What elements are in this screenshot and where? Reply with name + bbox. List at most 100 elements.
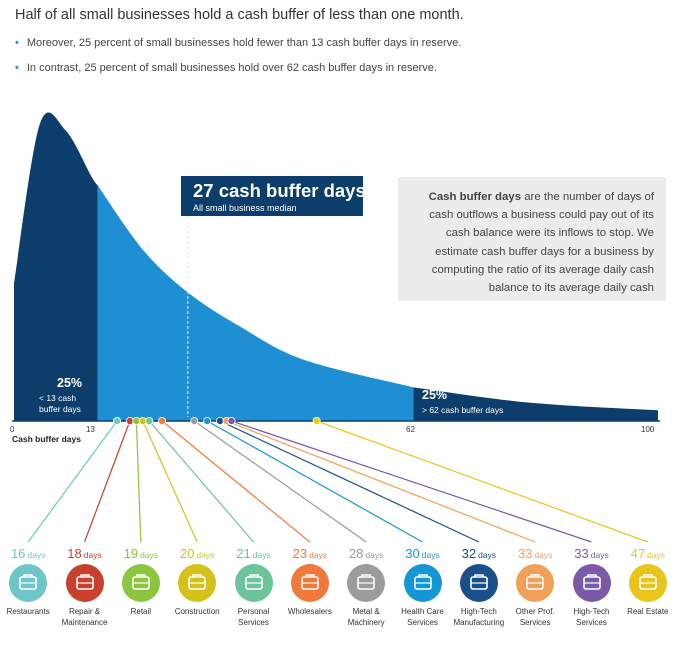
bullet-dot: •	[15, 37, 19, 49]
industry-item: 19 days Retail	[112, 546, 170, 618]
industry-days-unit: days	[365, 550, 384, 560]
caduceus-icon	[403, 564, 442, 602]
industry-days-value: 19	[123, 546, 139, 561]
high-quartile-percent: 25%	[422, 388, 448, 402]
industry-item: 32 days High-Tech Manufacturing	[450, 546, 508, 628]
industry-connector-line	[148, 420, 254, 543]
industry-days: 33 days	[506, 546, 564, 561]
industry-days-unit: days	[309, 550, 328, 560]
industry-axis-markers	[113, 416, 321, 425]
shopping-bag-icon	[121, 564, 160, 602]
middle-distribution-area	[97, 185, 414, 421]
median-callout: 27 cash buffer days All small business m…	[181, 176, 366, 216]
industry-days-value: 18	[67, 546, 82, 561]
industry-days-unit: days	[252, 550, 271, 560]
industry-connector-line	[206, 420, 423, 543]
industry-axis-dot	[113, 416, 122, 425]
industry-days-value: 33	[574, 546, 589, 561]
industry-name: Personal Services	[237, 607, 270, 627]
industry-days: 28 days	[337, 546, 395, 561]
low-quartile-label: < 13 cash buffer days	[39, 393, 81, 414]
industry-name: Construction	[174, 607, 220, 616]
industry-days: 23 days	[281, 546, 339, 561]
industry-name: Other Prof. Services	[515, 607, 555, 627]
industry-item: 16 days Restaurants	[0, 546, 57, 618]
industry-connector-line	[231, 420, 592, 543]
industry-item: 21 days Personal Services	[225, 546, 283, 628]
industry-days-value: 47	[630, 546, 646, 561]
industry-name: Real Estate	[627, 607, 669, 616]
x-axis-title: Cash buffer days	[12, 434, 81, 444]
top-quartile-area	[413, 387, 658, 421]
gears-icon	[347, 564, 386, 602]
industry-connector-line	[27, 420, 118, 543]
x-tick-label: 0	[10, 425, 15, 434]
industry-days-unit: days	[534, 550, 553, 560]
industry-item: 30 days Health Care Services	[394, 546, 452, 628]
definition-text: Cash buffer days are the number of days …	[404, 188, 654, 297]
bullet-point: • In contrast, 25 percent of small busine…	[15, 62, 437, 74]
industry-name: High-Tech Services	[573, 607, 610, 627]
industry-days: 30 days	[394, 546, 452, 561]
bullet-point: • Moreover, 25 percent of small businesse…	[15, 37, 461, 49]
industry-days-unit: days	[196, 550, 215, 560]
industry-name: Retail	[130, 607, 152, 616]
briefcase-icon	[516, 564, 555, 602]
industry-days-value: 30	[405, 546, 420, 561]
industry-days-value: 32	[461, 546, 477, 561]
industry-name: Wholesalers	[287, 607, 332, 616]
house-sign-icon	[628, 564, 667, 602]
industry-axis-dot	[227, 416, 236, 425]
industry-item: 20 days Construction	[168, 546, 226, 618]
definition-term: Cash buffer days	[428, 191, 522, 203]
industry-name: Health Care Services	[401, 607, 444, 627]
x-tick-label: 62	[406, 425, 415, 434]
industry-item: 33 days High-Tech Services	[563, 546, 621, 628]
bullet-text: In contrast, 25 percent of small busines…	[26, 62, 437, 74]
industry-connector-line	[193, 420, 367, 543]
industry-days-value: 21	[236, 546, 251, 561]
industry-connector-line	[142, 420, 198, 543]
hanger-icon	[234, 564, 273, 602]
industry-days-unit: days	[27, 550, 46, 560]
industry-days: 33 days	[563, 546, 621, 561]
industry-item: 28 days Metal & Machinery	[337, 546, 395, 628]
industry-connector-line	[135, 420, 142, 543]
industry-item: 33 days Other Prof. Services	[506, 546, 564, 628]
definition-box: Cash buffer days are the number of days …	[398, 177, 666, 301]
industry-days: 20 days	[168, 546, 226, 561]
industry-days: 18 days	[56, 546, 114, 561]
industry-name: High-Tech Manufacturing	[453, 607, 505, 627]
industry-days-unit: days	[478, 550, 497, 560]
industry-axis-dot	[203, 416, 212, 425]
industry-axis-dot	[312, 416, 321, 425]
bottom-quartile-area	[14, 112, 98, 422]
industry-axis-dot	[145, 416, 154, 425]
monitor-icon	[572, 564, 611, 602]
industry-days: 21 days	[225, 546, 283, 561]
industry-days-unit: days	[140, 550, 159, 560]
industry-days-unit: days	[647, 550, 666, 560]
industry-connectors	[27, 420, 649, 543]
median-value: 27 cash buffer days	[193, 180, 366, 201]
industry-connector-line	[83, 420, 131, 543]
industry-days: 19 days	[112, 546, 170, 561]
bullet-dot: •	[15, 62, 19, 74]
hard-hat-icon	[178, 564, 217, 602]
industry-item: 47 days Real Estate	[619, 546, 676, 618]
industry-days: 47 days	[619, 546, 676, 561]
industry-item: 18 days Repair & Maintenance	[56, 546, 114, 628]
definition-body: are the number of days of cash outflows …	[429, 191, 654, 295]
high-quartile-label: > 62 cash buffer days	[422, 405, 504, 415]
industry-axis-dot	[190, 416, 199, 425]
median-label: All small business median	[193, 203, 297, 213]
industry-days-unit: days	[83, 550, 102, 560]
industry-item: 23 days Wholesalers	[281, 546, 339, 618]
low-quartile-percent: 25%	[57, 376, 83, 390]
toolbox-icon	[65, 564, 104, 602]
industry-days-value: 28	[348, 546, 364, 561]
industry-days-unit: days	[421, 550, 440, 560]
industry-days-unit: days	[590, 550, 609, 560]
industry-connector-line	[316, 420, 649, 543]
industry-days-value: 20	[179, 546, 195, 561]
